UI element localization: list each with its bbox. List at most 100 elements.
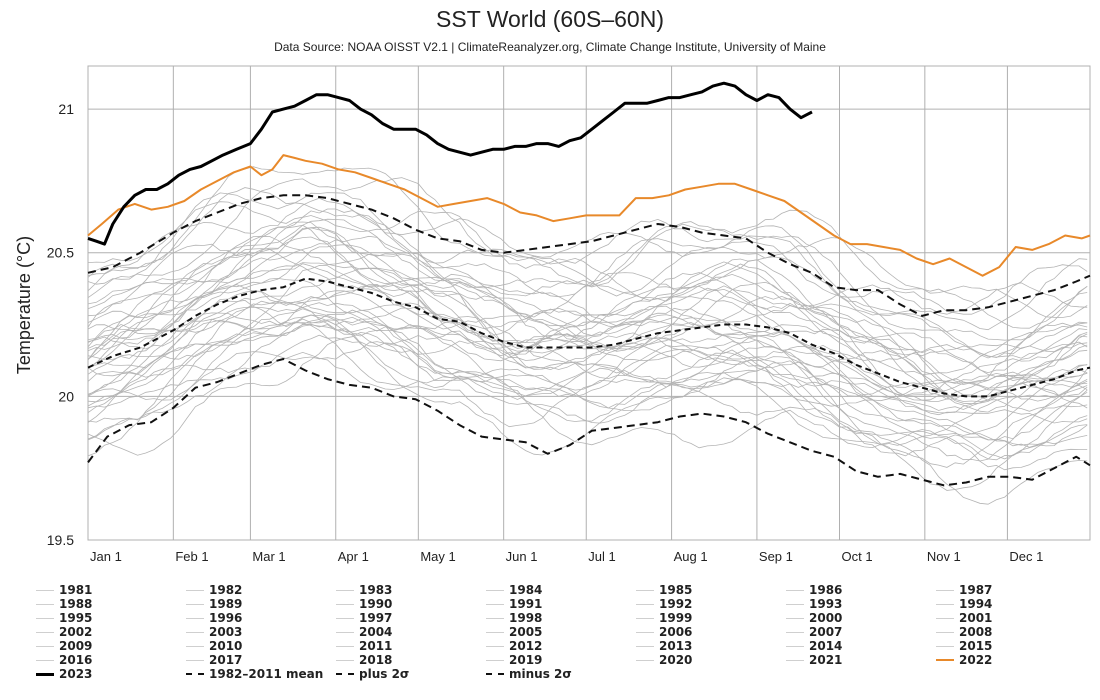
- y-tick-label: 20: [58, 388, 74, 404]
- year-line-2007: [87, 295, 1088, 396]
- legend-item: 2002: [36, 625, 92, 639]
- legend-item: 2017: [186, 653, 242, 667]
- legend-item: 2009: [36, 639, 92, 653]
- legend-item: minus 2σ: [486, 667, 572, 681]
- legend-item: 2001: [936, 611, 992, 625]
- legend-swatch: [636, 617, 654, 619]
- year-line-2018: [87, 210, 1088, 315]
- legend-item: plus 2σ: [336, 667, 409, 681]
- legend-label: 2004: [359, 625, 393, 639]
- legend-swatch: [486, 617, 504, 619]
- legend-item: 1985: [636, 583, 692, 597]
- legend-label: 2005: [509, 625, 543, 639]
- grid-lines: [87, 65, 1091, 541]
- legend-item: 2011: [336, 639, 392, 653]
- year-line-2005: [87, 244, 1088, 374]
- legend-swatch: [336, 673, 354, 675]
- legend-swatch: [486, 659, 504, 661]
- legend-label: 2013: [659, 639, 693, 653]
- legend-label: 2022: [959, 653, 993, 667]
- legend-label: 2008: [959, 625, 993, 639]
- legend-label: minus 2σ: [509, 667, 572, 681]
- legend-label: 2016: [59, 653, 93, 667]
- year-line-2004: [87, 226, 1088, 397]
- legend-swatch: [936, 659, 954, 661]
- legend-item: 1987: [936, 583, 992, 597]
- legend-label: 1986: [809, 583, 843, 597]
- series-line-minus-2-: [87, 358, 1091, 487]
- legend-item: 2010: [186, 639, 242, 653]
- legend-label: 2010: [209, 639, 243, 653]
- legend-item: 2007: [786, 625, 842, 639]
- legend-item: 2020: [636, 653, 692, 667]
- x-tick-label: Mar 1: [252, 549, 285, 564]
- x-tick-label: Oct 1: [842, 549, 873, 564]
- legend-label: 2011: [359, 639, 393, 653]
- year-line-1988: [87, 305, 1088, 402]
- series-line-plus-2-: [87, 194, 1091, 317]
- legend-swatch: [636, 631, 654, 633]
- legend-item: 2000: [786, 611, 842, 625]
- legend-label: 1995: [59, 611, 93, 625]
- legend-swatch: [336, 659, 354, 661]
- x-tick-label: Nov 1: [927, 549, 961, 564]
- legend-swatch: [936, 617, 954, 619]
- legend-label: 2021: [809, 653, 843, 667]
- legend-item: 2004: [336, 625, 392, 639]
- legend-swatch: [36, 589, 54, 591]
- background-year-lines: [87, 166, 1088, 505]
- legend-label: 1996: [209, 611, 243, 625]
- legend-item: 2021: [786, 653, 842, 667]
- legend-item: 2012: [486, 639, 542, 653]
- legend-item: 1995: [36, 611, 92, 625]
- legend-swatch: [336, 589, 354, 591]
- y-tick-label: 20.5: [47, 245, 74, 261]
- legend-swatch: [486, 589, 504, 591]
- legend-label: 1994: [959, 597, 993, 611]
- legend-item: 1982: [186, 583, 242, 597]
- legend-swatch: [336, 603, 354, 605]
- year-line-1993: [87, 324, 1088, 441]
- legend-swatch: [186, 673, 204, 675]
- year-line-2012: [87, 252, 1088, 357]
- year-line-2003: [87, 224, 1088, 400]
- year-line-2020: [87, 201, 1088, 331]
- legend-swatch: [186, 589, 204, 591]
- chart-subtitle: Data Source: NOAA OISST V2.1 | ClimateRe…: [274, 40, 826, 54]
- legend-label: 1997: [359, 611, 393, 625]
- year-line-2010: [87, 218, 1088, 359]
- year-line-2013: [87, 263, 1088, 376]
- legend-swatch: [786, 659, 804, 661]
- year-line-1985: [87, 314, 1088, 505]
- legend-item: 1984: [486, 583, 542, 597]
- x-tick-label: May 1: [420, 549, 455, 564]
- legend-swatch: [786, 631, 804, 633]
- chart-title: SST World (60S–60N): [436, 6, 664, 32]
- legend-swatch: [36, 645, 54, 647]
- legend-item: 2019: [486, 653, 542, 667]
- legend-item: 2022: [936, 653, 992, 667]
- legend-item: 2023: [36, 667, 92, 681]
- year-line-2011: [87, 235, 1088, 383]
- legend-item: 2016: [36, 653, 92, 667]
- legend-label: 1989: [209, 597, 243, 611]
- legend-swatch: [486, 673, 504, 675]
- legend-swatch: [186, 603, 204, 605]
- year-line-2002: [87, 248, 1088, 397]
- series-line-2022: [87, 154, 1091, 277]
- y-tick-label: 19.5: [47, 532, 74, 548]
- legend-label: 2001: [959, 611, 993, 625]
- legend-item: 1983: [336, 583, 392, 597]
- legend-swatch: [186, 645, 204, 647]
- legend-item: 2013: [636, 639, 692, 653]
- year-line-2008: [87, 277, 1088, 416]
- legend-label: 1987: [959, 583, 993, 597]
- legend-item: 2003: [186, 625, 242, 639]
- legend-item: 1990: [336, 597, 392, 611]
- legend-swatch: [336, 617, 354, 619]
- legend-swatch: [36, 659, 54, 661]
- legend-swatch: [36, 631, 54, 633]
- legend-item: 1989: [186, 597, 242, 611]
- x-tick-label: Apr 1: [338, 549, 369, 564]
- legend-label: 1992: [659, 597, 693, 611]
